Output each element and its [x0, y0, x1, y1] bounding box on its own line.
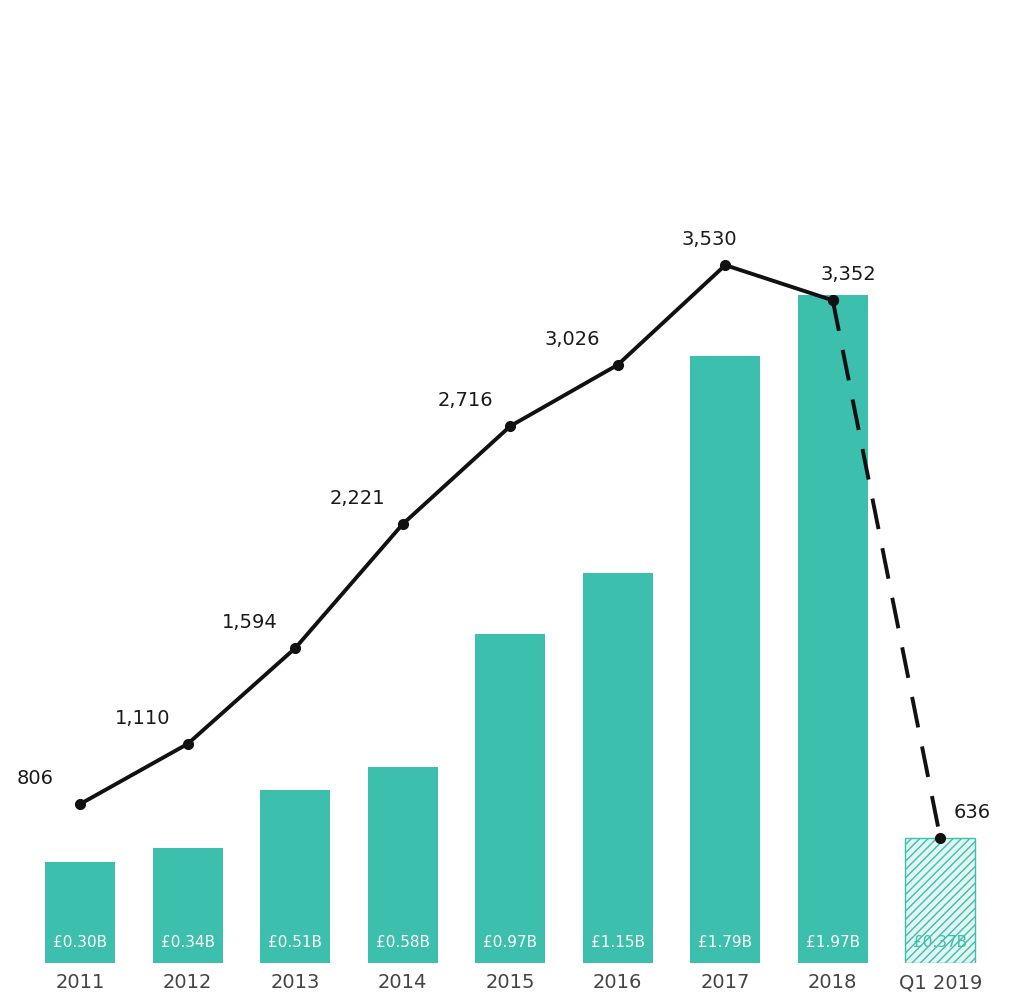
Text: 3,530: 3,530	[681, 230, 737, 249]
Text: 3,026: 3,026	[545, 330, 600, 349]
Text: 3,352: 3,352	[821, 266, 877, 285]
Text: £0.30B: £0.30B	[53, 935, 108, 950]
Text: 806: 806	[16, 770, 53, 788]
Text: £1.79B: £1.79B	[698, 935, 753, 950]
Text: £0.34B: £0.34B	[161, 935, 215, 950]
Bar	[905, 838, 975, 964]
Bar	[798, 296, 867, 964]
Bar	[690, 356, 760, 964]
Text: £1.97B: £1.97B	[806, 935, 860, 950]
Text: £0.58B: £0.58B	[376, 935, 430, 950]
Bar	[583, 573, 652, 964]
Bar	[260, 791, 330, 964]
Text: 2,221: 2,221	[330, 489, 385, 508]
Text: 1,594: 1,594	[222, 614, 278, 632]
Bar	[368, 767, 437, 964]
Text: £0.51B: £0.51B	[268, 935, 323, 950]
Text: £0.37B: £0.37B	[913, 935, 968, 950]
Bar	[905, 838, 975, 964]
Text: 2,716: 2,716	[437, 391, 493, 410]
Bar	[153, 848, 223, 964]
Text: 636: 636	[954, 803, 991, 822]
Text: £0.97B: £0.97B	[483, 935, 538, 950]
Text: 1,110: 1,110	[115, 709, 170, 728]
Text: £1.15B: £1.15B	[591, 935, 645, 950]
Bar	[45, 862, 116, 964]
Bar	[475, 635, 545, 964]
